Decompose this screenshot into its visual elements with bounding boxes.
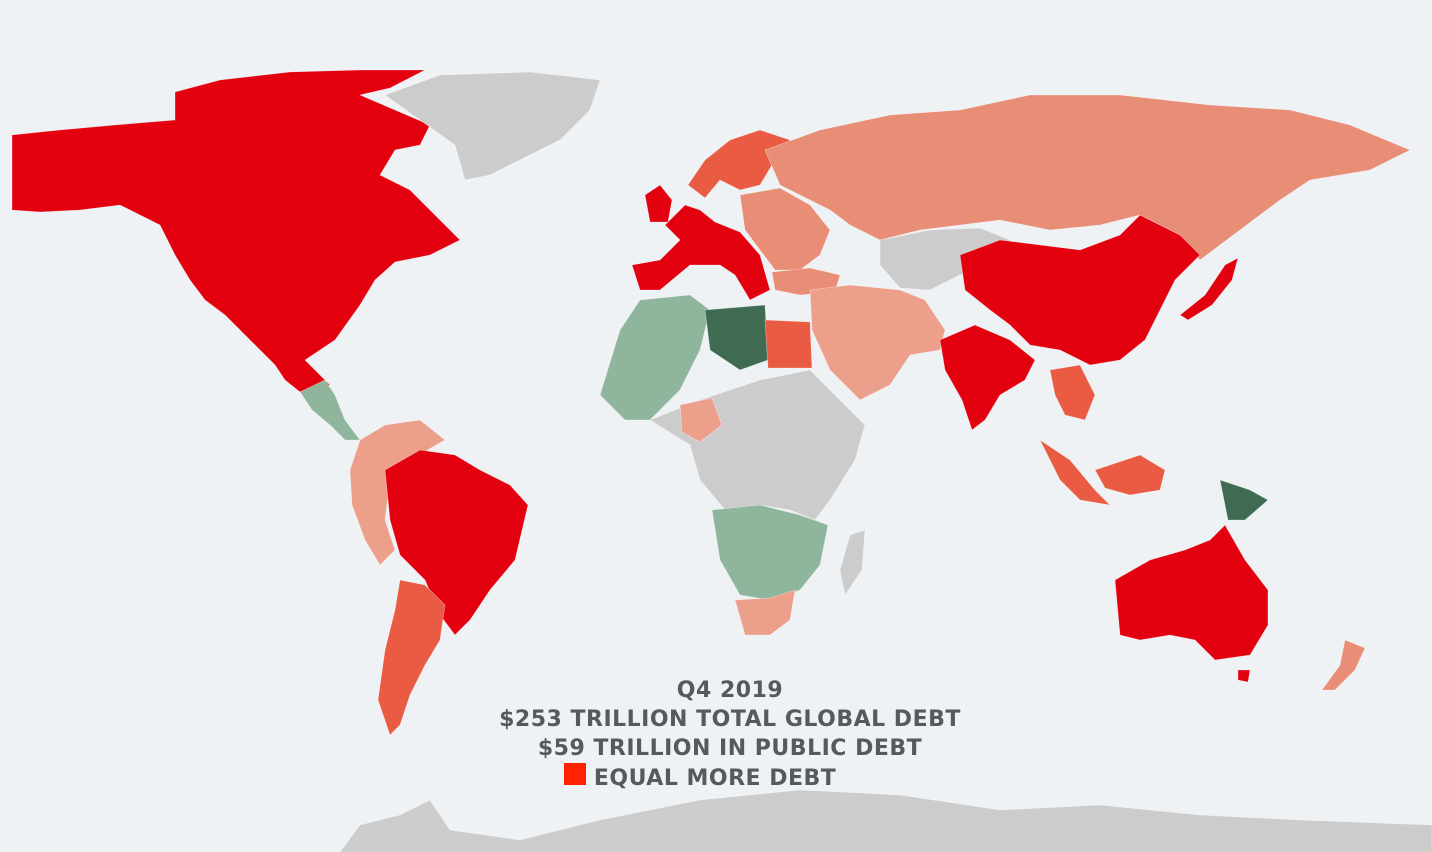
region-tasmania: [1237, 669, 1251, 683]
caption-period: Q4 2019: [676, 678, 784, 703]
region-north-africa: [599, 294, 711, 421]
region-eastern-europe: [739, 187, 831, 271]
region-western-europe: [631, 204, 771, 301]
region-sub-saharan-africa: [649, 369, 866, 521]
region-madagascar: [839, 529, 866, 596]
region-egypt: [764, 319, 813, 369]
legend-label: EQUAL MORE DEBT: [593, 766, 837, 791]
region-antarctica: [339, 789, 1432, 852]
region-libya: [704, 304, 769, 371]
caption-total-debt: $253 TRILLION TOTAL GLOBAL DEBT: [499, 707, 961, 732]
region-china: [959, 214, 1201, 366]
region-new-zealand: [1321, 639, 1366, 691]
region-australia: [1114, 524, 1269, 661]
region-middle-east: [809, 284, 946, 401]
region-india: [939, 324, 1036, 431]
region-indochina: [1049, 364, 1096, 421]
region-uk: [644, 184, 673, 223]
region-papua-new-guinea: [1219, 479, 1269, 521]
region-indonesia: [1094, 454, 1166, 496]
region-nigeria: [679, 397, 723, 443]
region-southern-africa: [711, 504, 829, 601]
region-russia: [764, 94, 1411, 261]
region-southeast-asia: [1039, 439, 1111, 506]
region-japan: [1179, 257, 1239, 321]
region-south-africa: [734, 589, 796, 636]
legend: EQUAL MORE DEBT: [360, 763, 1040, 793]
region-north-america: [11, 69, 461, 393]
region-andean-countries: [349, 419, 446, 566]
region-brazil: [384, 449, 529, 636]
legend-swatch: [563, 763, 586, 785]
region-argentina: [377, 579, 446, 736]
map-caption: Q4 2019 $253 TRILLION TOTAL GLOBAL DEBT …: [420, 676, 1040, 793]
region-central-america: [299, 379, 361, 441]
region-greenland: [384, 71, 601, 181]
caption-public-debt: $59 TRILLION IN PUBLIC DEBT: [537, 736, 923, 761]
